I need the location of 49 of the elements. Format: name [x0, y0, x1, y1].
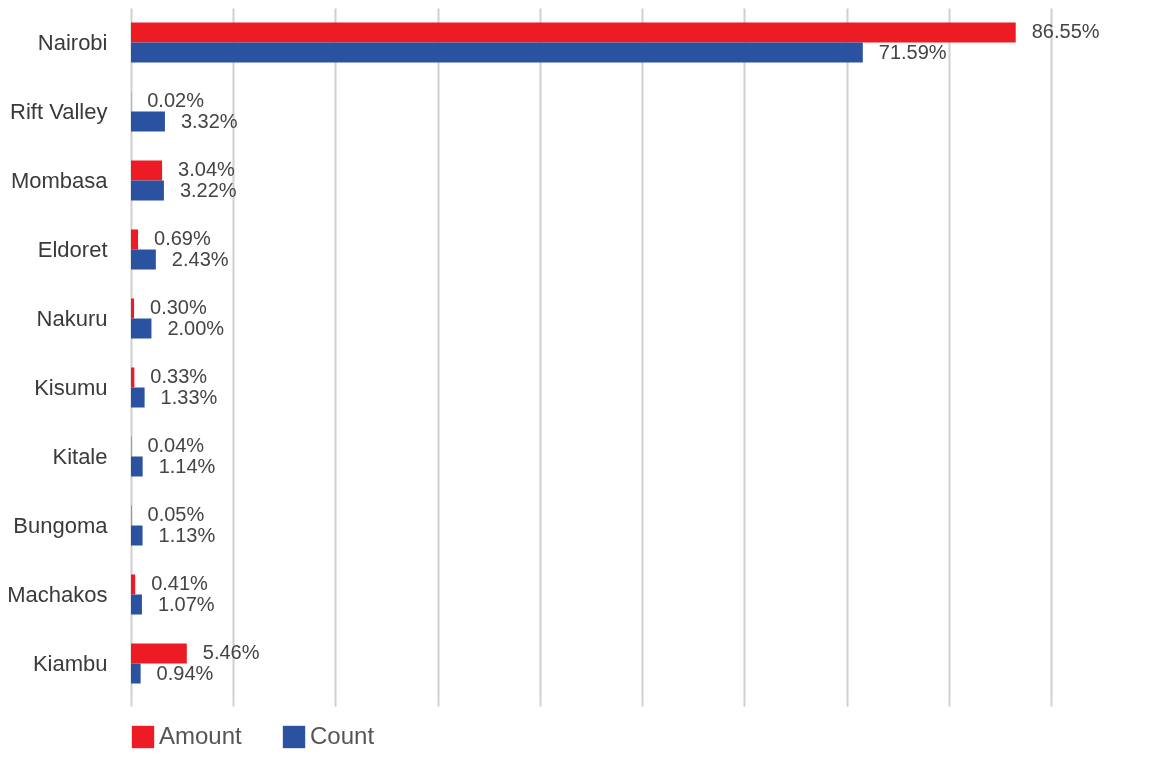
bar: [131, 22, 1016, 43]
data-label: 0.30%: [150, 296, 207, 319]
y-tick-label: Kiambu: [32, 650, 108, 676]
legend-label: Count: [310, 722, 375, 749]
data-label: 1.07%: [157, 592, 215, 615]
data-label: 0.94%: [156, 661, 214, 684]
bar: [131, 180, 164, 201]
y-tick-label: Eldoret: [37, 236, 108, 262]
bar: [131, 456, 143, 477]
data-label: 3.32%: [180, 109, 238, 132]
y-tick-label: Bungoma: [13, 512, 109, 538]
bar: [131, 525, 143, 546]
y-tick-label: Machakos: [7, 581, 108, 607]
bar: [131, 298, 135, 319]
y-tick-label: Kisumu: [34, 374, 108, 400]
bar: [131, 594, 142, 615]
data-label: 0.33%: [150, 365, 208, 388]
data-label: 1.14%: [158, 454, 216, 477]
legend-label: Amount: [159, 722, 243, 749]
data-label: 2.00%: [167, 316, 225, 339]
data-label: 3.04%: [178, 158, 235, 181]
data-label: 5.46%: [202, 641, 260, 664]
data-label: 0.69%: [154, 227, 211, 250]
data-label: 86.55%: [1031, 20, 1100, 43]
data-label: 3.22%: [179, 178, 237, 201]
bar: [131, 663, 141, 684]
data-label: 1.33%: [160, 385, 218, 408]
y-tick-label: Nakuru: [36, 305, 108, 331]
data-label: 2.43%: [171, 247, 229, 270]
bar: [131, 387, 145, 408]
bar: [131, 249, 156, 270]
bar: [131, 643, 187, 664]
bar: [131, 42, 863, 63]
bar: [131, 318, 152, 339]
y-tick-label: Mombasa: [10, 167, 109, 193]
bar: [131, 160, 163, 181]
data-label: 0.05%: [147, 503, 205, 526]
data-label: 0.02%: [147, 89, 205, 112]
y-tick-label: Rift Valley: [10, 98, 108, 124]
y-tick-label: Kitale: [52, 443, 108, 469]
bar: [131, 111, 165, 132]
bar: [131, 574, 136, 595]
data-label: 0.04%: [147, 434, 205, 457]
bar: [131, 229, 139, 250]
data-label: 71.59%: [878, 40, 947, 63]
bar: [131, 367, 135, 388]
y-tick-label: Nairobi: [37, 29, 108, 55]
data-label: 0.41%: [151, 572, 209, 595]
data-label: 1.13%: [158, 523, 216, 546]
